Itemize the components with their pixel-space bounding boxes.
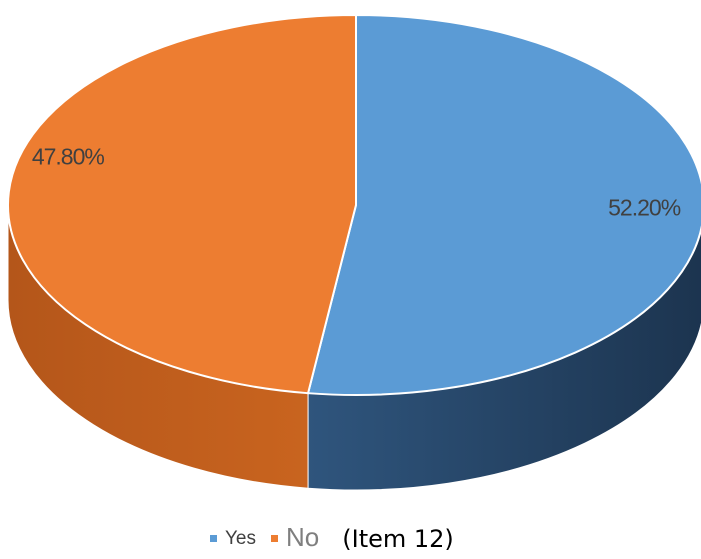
pie: 52.20% 47.80% (7, 13, 701, 491)
value-label: 52.20% (608, 195, 681, 221)
legend-swatch (271, 535, 278, 542)
slice (306, 13, 701, 396)
slice (7, 13, 357, 395)
caption: (Item 12) (342, 525, 454, 553)
legend-swatch (210, 535, 217, 542)
legend: Yes No (Item 12) (210, 522, 454, 553)
legend-label: No (286, 522, 319, 552)
legend-label: Yes (225, 528, 256, 549)
value-label: 47.80% (32, 143, 105, 169)
